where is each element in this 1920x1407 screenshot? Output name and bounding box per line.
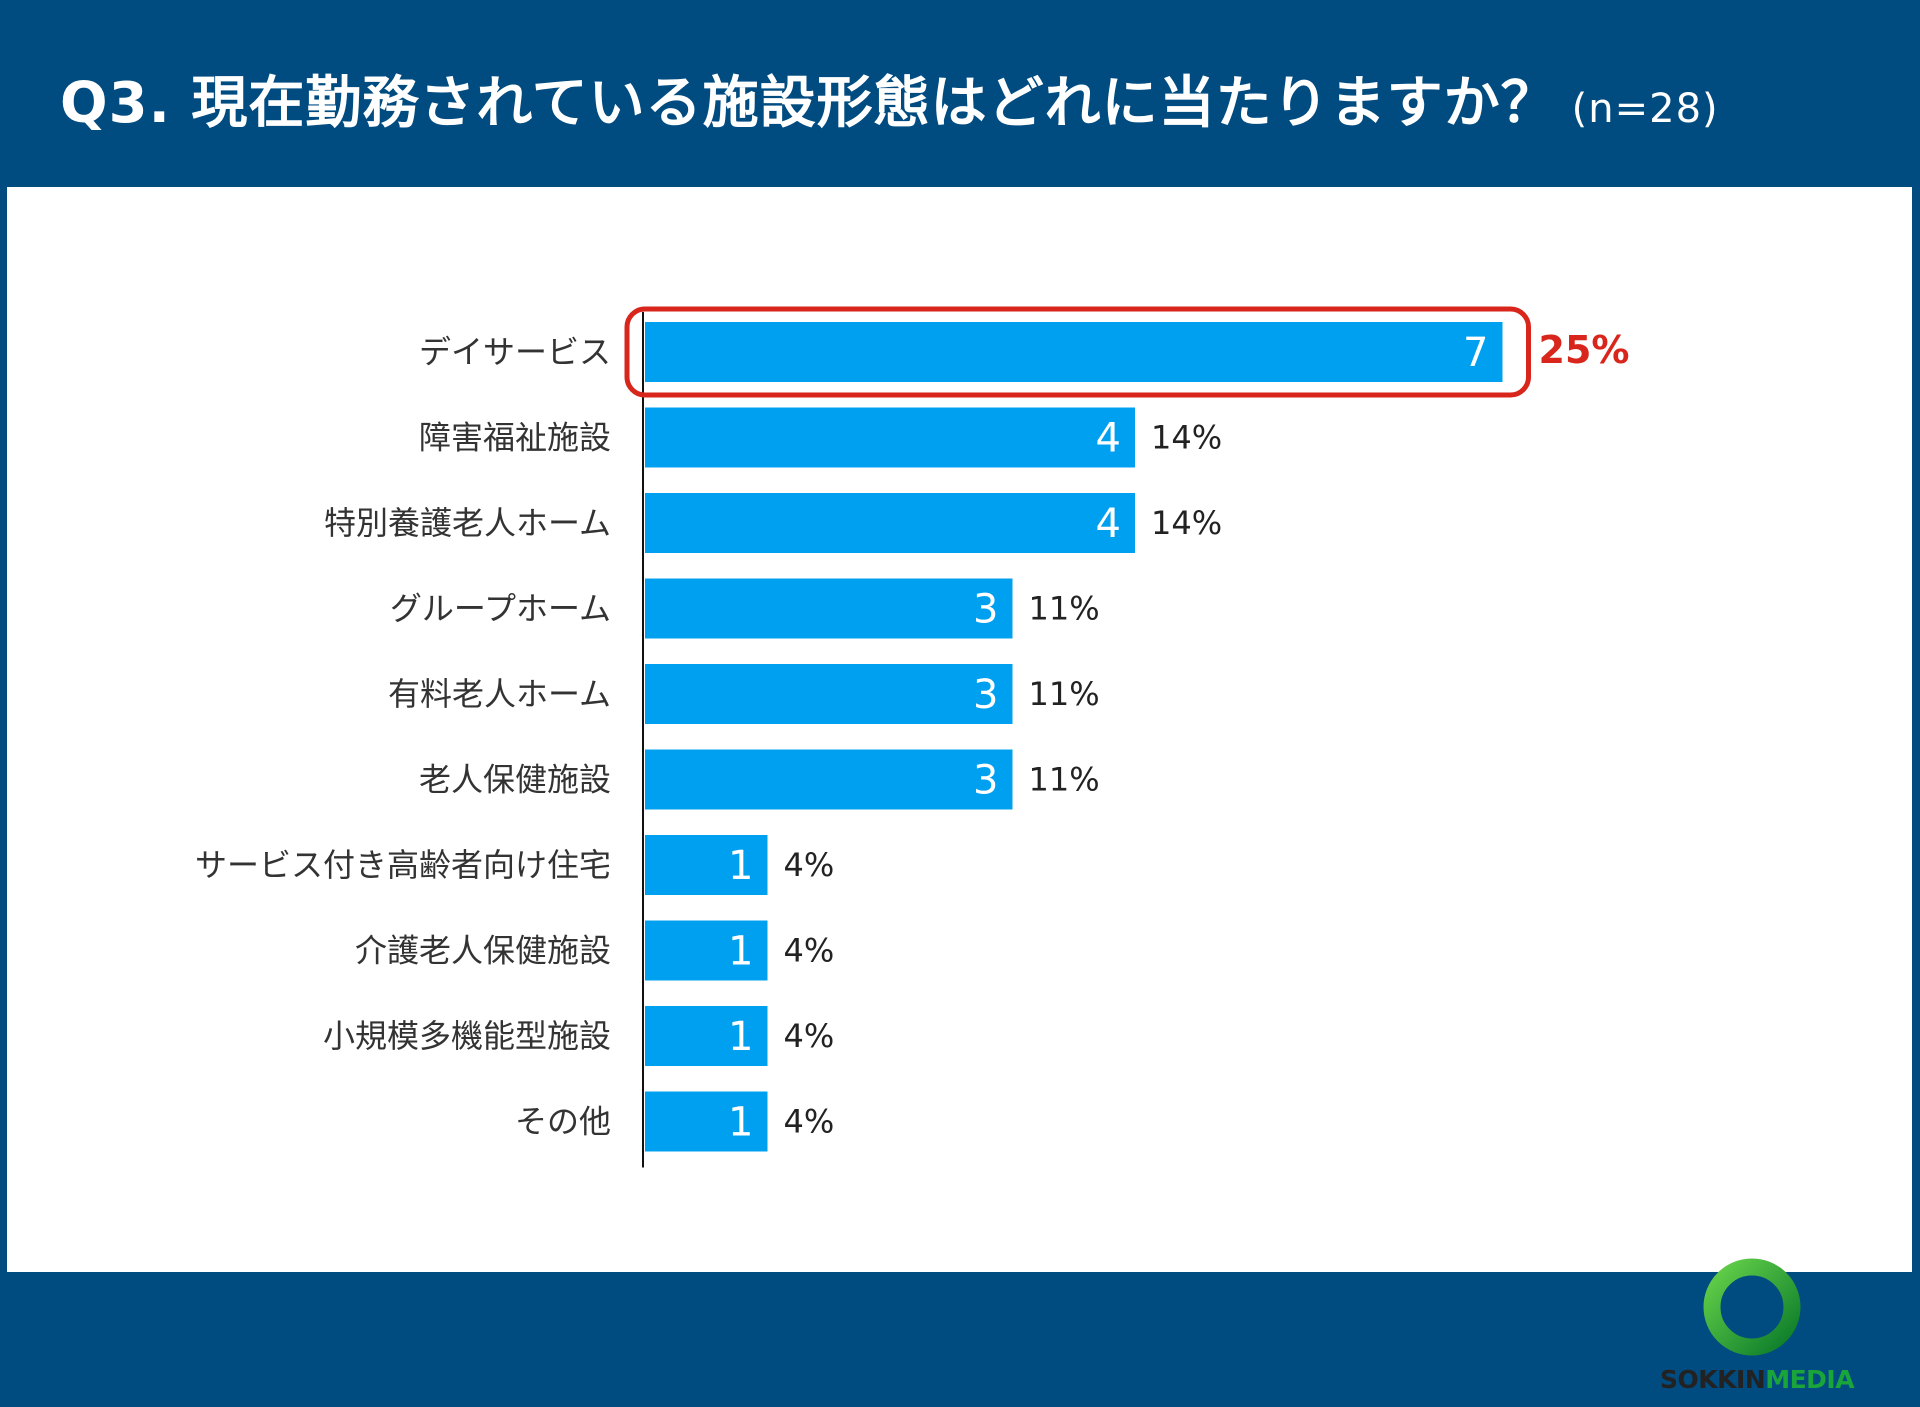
ring-logo-icon [1703,1258,1801,1356]
bar-value-label: 3 [973,758,998,804]
bar-value-label: 7 [1463,330,1488,376]
category-label: 有料老人ホーム [388,675,611,713]
bar [645,407,1135,468]
category-label: 老人保健施設 [419,761,611,799]
sokkin-media-logo: SOKKINMEDIA [1647,1247,1867,1407]
percent-label: 4% [784,932,835,970]
page-title: Q3. 現在勤務されている施設形態はどれに当たりますか？ (n=28) [60,58,1719,139]
bar-value-label: 3 [973,672,998,718]
logo-text-dark: SOKKIN [1659,1365,1766,1394]
bar-value-label: 3 [973,587,998,633]
bar [645,322,1503,382]
bar [645,493,1135,553]
sample-size: (n=28) [1571,86,1719,132]
bar [645,1006,768,1066]
percent-label: 14% [1151,419,1222,457]
category-label: 障害福祉施設 [419,419,611,457]
category-label: 介護老人保健施設 [355,932,611,970]
bar [645,749,1013,810]
percent-label: 4% [784,846,835,884]
category-label: グループホーム [390,590,611,628]
chart-panel: デイサービス 7 25% 障害福祉施設 4 14% 特別養護老人ホーム 4 14% グループホーム… [7,187,1912,1394]
percent-label: 11% [1029,761,1100,799]
bar [645,664,1013,724]
percent-label: 14% [1151,504,1222,542]
bar-value-label: 1 [728,929,753,975]
category-label: 小規模多機能型施設 [323,1017,611,1055]
category-label: デイサービス [419,333,611,371]
category-label: その他 [515,1103,611,1141]
bar [645,1091,768,1152]
bar-value-label: 1 [728,843,753,889]
bar-chart: デイサービス 7 25%障害福祉施設 4 14%特別養護老人ホーム 4 14%グループホーム… [195,306,1630,1168]
percent-label: 11% [1029,675,1100,713]
bar-value-label: 1 [728,1100,753,1146]
bar-value-label: 4 [1096,416,1121,462]
logo-text-green: MEDIA [1765,1365,1855,1394]
title-text: Q3. 現在勤務されている施設形態はどれに当たりますか？ [60,71,1558,136]
percent-label: 4% [784,1017,835,1055]
category-label: サービス付き高齢者向け住宅 [195,846,611,884]
bar [645,835,768,895]
percent-label: 25% [1539,328,1630,372]
bar-value-label: 1 [728,1014,753,1060]
bar-value-label: 4 [1096,501,1121,547]
bar [645,578,1013,639]
logo-wordmark: SOKKINMEDIA [1647,1365,1867,1394]
bar [645,920,768,981]
header-bar: Q3. 現在勤務されている施設形態はどれに当たりますか？ (n=28) [0,0,1920,187]
highlight-box [624,306,1531,398]
percent-label: 11% [1029,590,1100,628]
category-label: 特別養護老人ホーム [324,504,611,542]
percent-label: 4% [784,1103,835,1141]
